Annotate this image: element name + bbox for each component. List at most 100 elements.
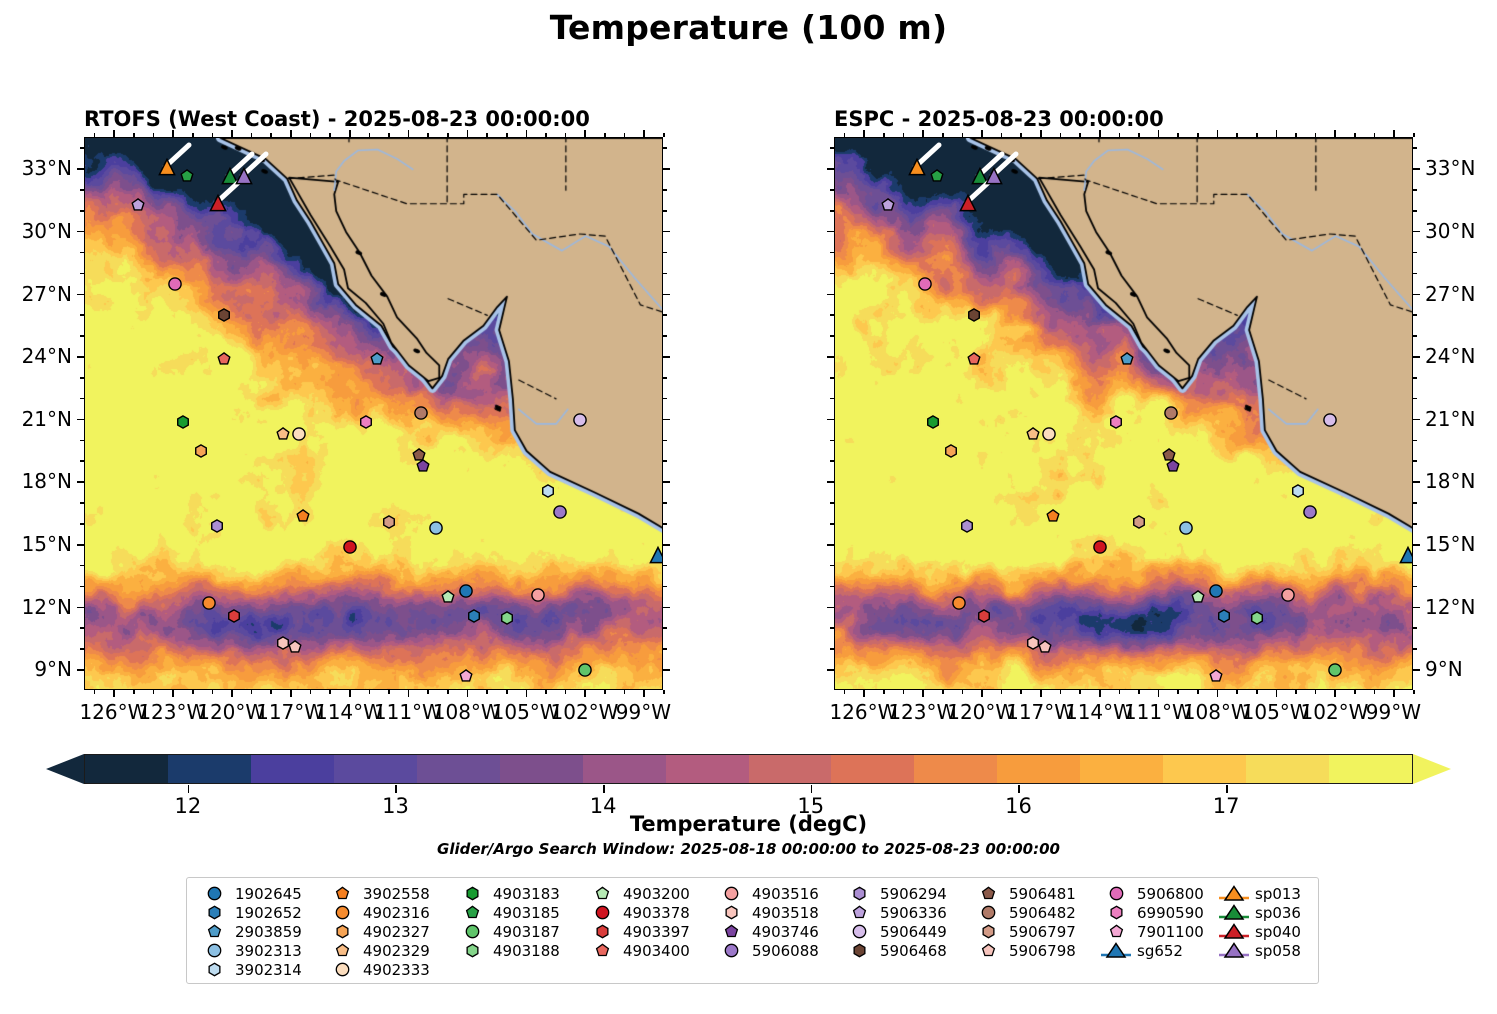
legend-entry-4903518[interactable]: 4903518 <box>714 903 819 922</box>
legend-entry-3902314[interactable]: 3902314 <box>197 960 302 979</box>
platform-marker-4902316[interactable] <box>951 596 966 611</box>
platform-marker-5906336[interactable] <box>130 197 145 212</box>
platform-marker-5906336[interactable] <box>880 197 895 212</box>
platform-marker-6990590[interactable] <box>358 414 373 429</box>
legend-entry-5906294[interactable]: 5906294 <box>842 884 947 903</box>
map-canvas-rtofs[interactable] <box>84 137 663 690</box>
platform-marker-3902314[interactable] <box>541 483 556 498</box>
legend-entry-5906336[interactable]: 5906336 <box>842 903 947 922</box>
platform-marker-5906800[interactable] <box>168 277 183 292</box>
platform-marker-3902314[interactable] <box>1291 483 1306 498</box>
legend-entry-5906449[interactable]: 5906449 <box>842 922 947 941</box>
platform-marker-sg652[interactable] <box>1399 546 1412 564</box>
platform-marker-5906088[interactable] <box>552 504 567 519</box>
platform-marker-1902652[interactable] <box>1216 608 1231 623</box>
platform-marker-sp013[interactable] <box>158 157 177 176</box>
platform-marker-2903859[interactable] <box>370 352 385 367</box>
platform-marker-5906481[interactable] <box>411 448 426 463</box>
platform-marker-4903185[interactable] <box>180 168 195 183</box>
legend-entry-sp058[interactable]: sp058 <box>1217 941 1301 960</box>
legend-entry-5906798[interactable]: 5906798 <box>971 941 1076 960</box>
legend-entry-4903746[interactable]: 4903746 <box>714 922 819 941</box>
platform-marker-7901100[interactable] <box>458 669 473 684</box>
platform-marker-2903859[interactable] <box>1120 352 1135 367</box>
legend-entry-7901100[interactable]: 7901100 <box>1099 922 1204 941</box>
platform-marker-4903200[interactable] <box>441 590 456 605</box>
platform-marker-6990590[interactable] <box>1108 414 1123 429</box>
legend-entry-4903187[interactable]: 4903187 <box>455 922 560 941</box>
platform-marker-4903200[interactable] <box>1191 590 1206 605</box>
legend-entry-5906482[interactable]: 5906482 <box>971 903 1076 922</box>
legend-entry-4903397[interactable]: 4903397 <box>585 922 690 941</box>
platform-marker-sg652[interactable] <box>649 546 662 564</box>
legend-entry-1902652[interactable]: 1902652 <box>197 903 302 922</box>
platform-marker-4903516[interactable] <box>1281 588 1296 603</box>
platform-marker-4902333[interactable] <box>1041 427 1056 442</box>
legend-entry-2903859[interactable]: 2903859 <box>197 922 302 941</box>
platform-marker-5906482[interactable] <box>413 406 428 421</box>
platform-marker-sp013[interactable] <box>908 157 927 176</box>
legend-entry-5906088[interactable]: 5906088 <box>714 941 819 960</box>
platform-marker-5906449[interactable] <box>572 412 587 427</box>
legend-entry-5906481[interactable]: 5906481 <box>971 884 1076 903</box>
legend-entry-3902313[interactable]: 3902313 <box>197 941 302 960</box>
platform-marker-4902327[interactable] <box>193 444 208 459</box>
platform-marker-5906468[interactable] <box>217 308 232 323</box>
platform-marker-sp036[interactable] <box>971 166 990 185</box>
platform-marker-4903400[interactable] <box>217 352 232 367</box>
legend-entry-4903378[interactable]: 4903378 <box>585 903 690 922</box>
legend-entry-4903516[interactable]: 4903516 <box>714 884 819 903</box>
platform-marker-3902558[interactable] <box>295 508 310 523</box>
platform-marker-4903183[interactable] <box>926 414 941 429</box>
legend-entry-3902558[interactable]: 3902558 <box>325 884 430 903</box>
legend-entry-5906797[interactable]: 5906797 <box>971 922 1076 941</box>
legend-entry-4903400[interactable]: 4903400 <box>585 941 690 960</box>
platform-marker-5906449[interactable] <box>1322 412 1337 427</box>
platform-marker-4903397[interactable] <box>227 608 242 623</box>
platform-marker-5906800[interactable] <box>918 277 933 292</box>
platform-marker-sp036[interactable] <box>221 166 240 185</box>
platform-marker-4903188[interactable] <box>1249 610 1264 625</box>
legend-entry-sg652[interactable]: sg652 <box>1099 941 1204 960</box>
platform-marker-4903378[interactable] <box>342 540 357 555</box>
platform-marker-4903187[interactable] <box>1328 663 1343 678</box>
legend-entry-4903183[interactable]: 4903183 <box>455 884 560 903</box>
legend-entry-5906468[interactable]: 5906468 <box>842 941 947 960</box>
platform-marker-5906468[interactable] <box>967 308 982 323</box>
platform-marker-sp058[interactable] <box>235 166 253 185</box>
platform-marker-sp040[interactable] <box>959 193 978 212</box>
legend-entry-sp036[interactable]: sp036 <box>1217 903 1301 922</box>
platform-marker-5906797[interactable] <box>1132 514 1147 529</box>
platform-marker-1902645[interactable] <box>1208 583 1223 598</box>
legend-entry-4902333[interactable]: 4902333 <box>325 960 430 979</box>
platform-marker-5906482[interactable] <box>1163 406 1178 421</box>
platform-marker-4903518[interactable] <box>276 636 291 651</box>
legend-entry-6990590[interactable]: 6990590 <box>1099 903 1204 922</box>
platform-marker-4903746[interactable] <box>1165 458 1180 473</box>
platform-marker-4902329[interactable] <box>1026 427 1041 442</box>
platform-marker-3902313[interactable] <box>1179 521 1194 536</box>
platform-marker-4903183[interactable] <box>176 414 191 429</box>
platform-marker-4903518[interactable] <box>1026 636 1041 651</box>
platform-marker-5906797[interactable] <box>382 514 397 529</box>
legend-entry-4902316[interactable]: 4902316 <box>325 903 430 922</box>
platform-marker-4903516[interactable] <box>531 588 546 603</box>
platform-marker-sp040[interactable] <box>209 193 228 212</box>
legend-entry-4903185[interactable]: 4903185 <box>455 903 560 922</box>
platform-marker-3902313[interactable] <box>429 521 444 536</box>
platform-marker-3902558[interactable] <box>1045 508 1060 523</box>
platform-marker-4903378[interactable] <box>1092 540 1107 555</box>
platform-marker-4903746[interactable] <box>415 458 430 473</box>
platform-marker-4902327[interactable] <box>943 444 958 459</box>
legend-entry-4903200[interactable]: 4903200 <box>585 884 690 903</box>
legend-entry-1902645[interactable]: 1902645 <box>197 884 302 903</box>
legend-entry-4903188[interactable]: 4903188 <box>455 941 560 960</box>
legend-entry-5906800[interactable]: 5906800 <box>1099 884 1204 903</box>
platform-marker-4903185[interactable] <box>930 168 945 183</box>
platform-marker-4903397[interactable] <box>977 608 992 623</box>
platform-marker-4902333[interactable] <box>291 427 306 442</box>
platform-marker-4902316[interactable] <box>201 596 216 611</box>
map-canvas-espc[interactable] <box>834 137 1413 690</box>
legend-entry-4902327[interactable]: 4902327 <box>325 922 430 941</box>
platform-marker-5906294[interactable] <box>959 519 974 534</box>
